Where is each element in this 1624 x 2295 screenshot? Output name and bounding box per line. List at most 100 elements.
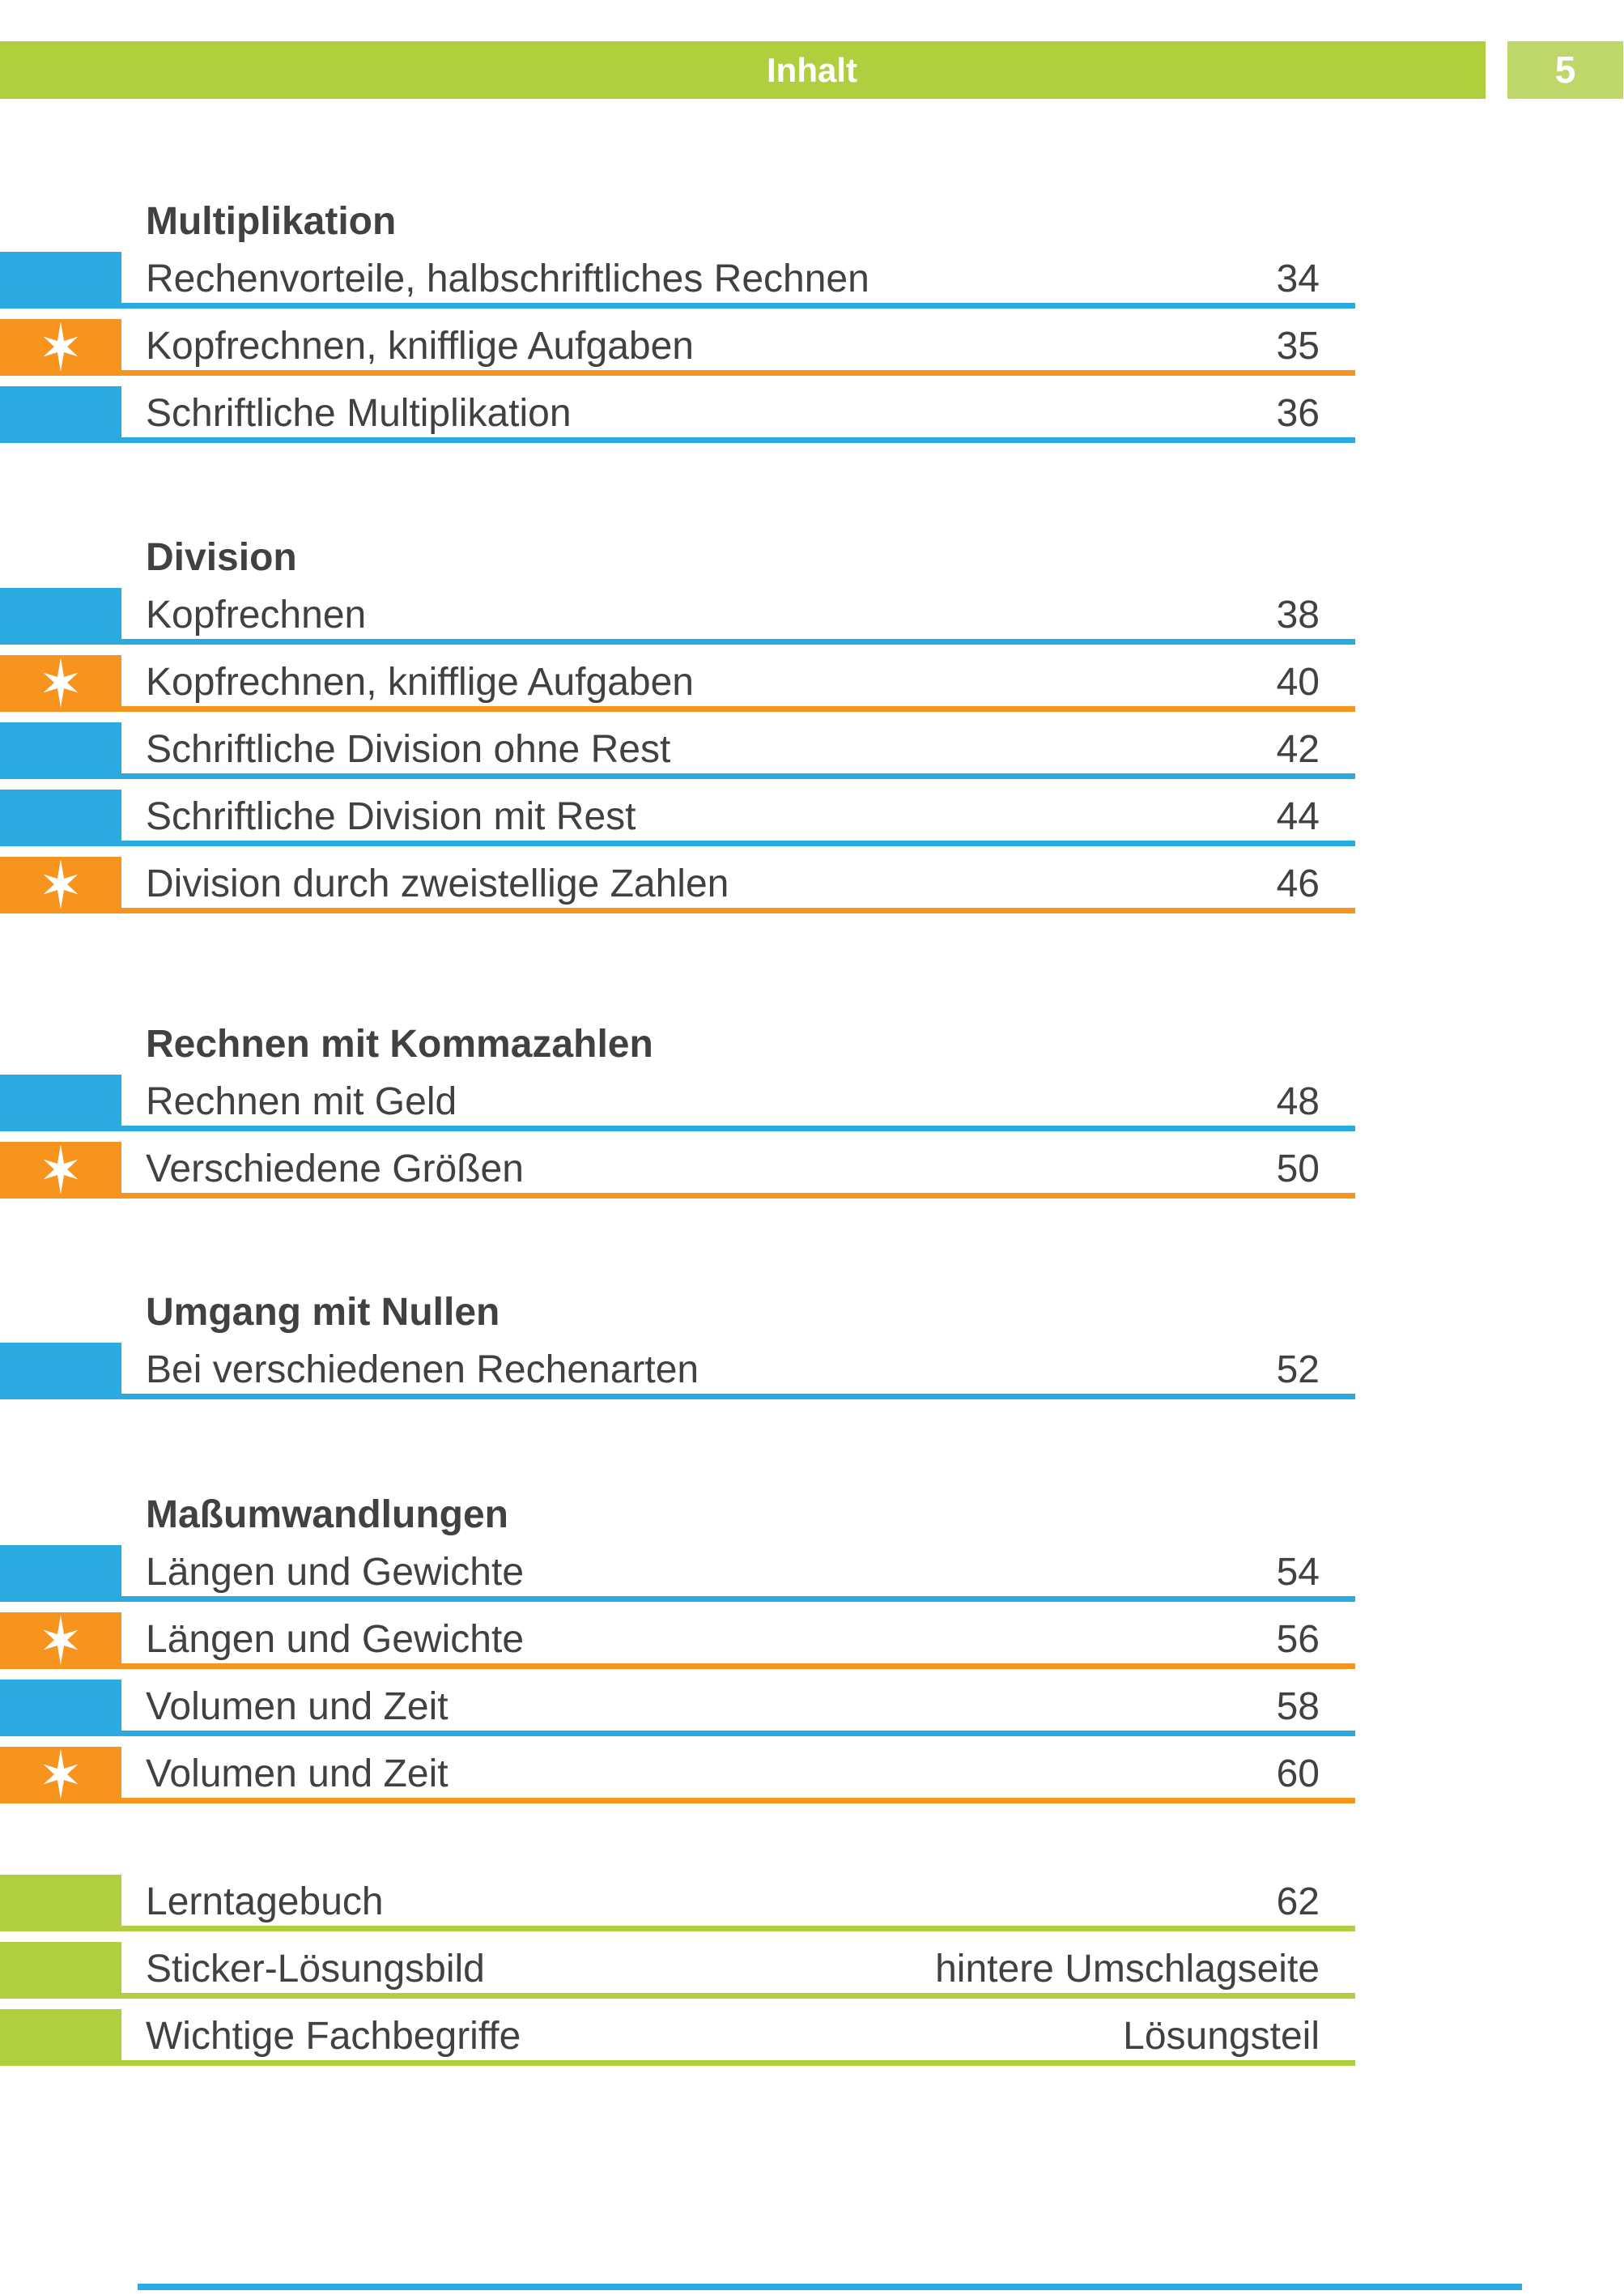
row-underline xyxy=(0,841,1355,846)
row-title: Längen und Gewichte xyxy=(146,1618,525,1661)
toc-row: Schriftliche Division mit Rest 44 xyxy=(0,790,1355,846)
row-page-number: 50 xyxy=(1276,1148,1320,1190)
row-underline xyxy=(0,370,1355,376)
toc-row: Längen und Gewichte 56 xyxy=(0,1612,1355,1669)
row-underline xyxy=(0,1596,1355,1602)
row-underline xyxy=(0,1193,1355,1199)
row-title: Volumen und Zeit xyxy=(146,1752,449,1795)
section-heading-kommazahlen: Rechnen mit Kommazahlen xyxy=(146,1023,653,1066)
star-icon xyxy=(43,1749,79,1799)
row-page-number: 48 xyxy=(1276,1080,1320,1123)
section-heading-division: Division xyxy=(146,536,297,579)
row-title: Kopfrechnen xyxy=(146,594,367,637)
row-title: Kopfrechnen, knifflige Aufgaben xyxy=(146,661,694,704)
star-icon xyxy=(43,1615,79,1665)
star-icon xyxy=(43,321,79,372)
row-page-reference: hintere Umschlagseite xyxy=(935,1948,1320,1991)
row-tab xyxy=(0,319,121,374)
row-tab xyxy=(0,857,121,912)
page-number-badge: 5 xyxy=(1507,41,1623,99)
row-underline xyxy=(0,1126,1355,1131)
toc-row: Bei verschiedenen Rechenarten 52 xyxy=(0,1343,1355,1399)
row-title: Kopfrechnen, knifflige Aufgaben xyxy=(146,325,694,368)
row-underline xyxy=(0,1993,1355,1999)
row-underline xyxy=(0,1663,1355,1669)
row-tab xyxy=(0,386,121,441)
row-page-number: 44 xyxy=(1276,795,1320,838)
row-tab xyxy=(0,722,121,777)
row-title: Schriftliche Multiplikation xyxy=(146,392,572,435)
toc-row: Verschiedene Größen 50 xyxy=(0,1142,1355,1199)
toc-row: Kopfrechnen 38 xyxy=(0,588,1355,645)
toc-row: Schriftliche Multiplikation 36 xyxy=(0,386,1355,443)
toc-row: Division durch zweistellige Zahlen 46 xyxy=(0,857,1355,913)
row-page-number: 58 xyxy=(1276,1685,1320,1728)
row-page-number: 56 xyxy=(1276,1618,1320,1661)
row-title: Schriftliche Division ohne Rest xyxy=(146,728,671,771)
row-page-number: 40 xyxy=(1276,661,1320,704)
star-icon xyxy=(43,658,79,708)
toc-row: Kopfrechnen, knifflige Aufgaben 35 xyxy=(0,319,1355,376)
row-title: Bei verschiedenen Rechenarten xyxy=(146,1348,699,1391)
row-underline xyxy=(0,908,1355,913)
toc-row: Schriftliche Division ohne Rest 42 xyxy=(0,722,1355,779)
section-heading-massumwandlungen: Maßumwandlungen xyxy=(146,1493,508,1536)
row-underline xyxy=(0,1926,1355,1931)
row-tab xyxy=(0,1343,121,1398)
row-underline xyxy=(0,773,1355,779)
row-page-number: 42 xyxy=(1276,728,1320,771)
row-page-number: 38 xyxy=(1276,594,1320,637)
row-page-number: 60 xyxy=(1276,1752,1320,1795)
row-tab xyxy=(0,588,121,643)
row-title: Sticker-Lösungsbild xyxy=(146,1948,485,1991)
section-heading-nullen: Umgang mit Nullen xyxy=(146,1291,500,1334)
row-page-number: 36 xyxy=(1276,392,1320,435)
row-tab xyxy=(0,1545,121,1600)
row-page-number: 46 xyxy=(1276,862,1320,905)
row-title: Rechenvorteile, halbschriftliches Rechne… xyxy=(146,258,869,300)
header-bar xyxy=(0,41,1486,99)
row-title: Längen und Gewichte xyxy=(146,1551,525,1594)
row-title: Volumen und Zeit xyxy=(146,1685,449,1728)
row-tab xyxy=(0,790,121,845)
row-tab xyxy=(0,1747,121,1802)
row-underline xyxy=(0,1394,1355,1399)
row-page-number: 62 xyxy=(1276,1880,1320,1923)
row-underline xyxy=(0,1798,1355,1803)
row-tab xyxy=(0,655,121,710)
row-underline xyxy=(0,303,1355,309)
row-tab xyxy=(0,1075,121,1130)
toc-row: Volumen und Zeit 58 xyxy=(0,1680,1355,1736)
row-underline xyxy=(0,437,1355,443)
toc-row: Rechnen mit Geld 48 xyxy=(0,1075,1355,1131)
row-tab xyxy=(0,252,121,307)
toc-row: Längen und Gewichte 54 xyxy=(0,1545,1355,1602)
row-page-number: 34 xyxy=(1276,258,1320,300)
row-title: Schriftliche Division mit Rest xyxy=(146,795,636,838)
toc-row: Volumen und Zeit 60 xyxy=(0,1747,1355,1803)
toc-row: Rechenvorteile, halbschriftliches Rechne… xyxy=(0,252,1355,309)
row-tab xyxy=(0,1142,121,1197)
toc-row: Lerntagebuch 62 xyxy=(0,1875,1355,1931)
section-heading-multiplikation: Multiplikation xyxy=(146,200,397,243)
row-underline xyxy=(0,1731,1355,1736)
row-title: Verschiedene Größen xyxy=(146,1148,524,1190)
toc-row: Kopfrechnen, knifflige Aufgaben 40 xyxy=(0,655,1355,712)
row-underline xyxy=(0,639,1355,645)
star-icon xyxy=(43,859,79,909)
toc-row: Wichtige Fachbegriffe Lösungsteil xyxy=(0,2009,1355,2066)
row-tab xyxy=(0,2009,121,2064)
row-title: Division durch zweistellige Zahlen xyxy=(146,862,729,905)
row-title: Wichtige Fachbegriffe xyxy=(146,2015,521,2058)
row-tab xyxy=(0,1875,121,1930)
bottom-rule xyxy=(138,2284,1522,2290)
row-page-reference: Lösungsteil xyxy=(1123,2015,1320,2058)
row-tab xyxy=(0,1612,121,1667)
toc-row: Sticker-Lösungsbild hintere Umschlagseit… xyxy=(0,1942,1355,1999)
row-page-number: 35 xyxy=(1276,325,1320,368)
row-tab xyxy=(0,1680,121,1735)
row-tab xyxy=(0,1942,121,1997)
row-underline xyxy=(0,2060,1355,2066)
page-title: Inhalt xyxy=(767,51,857,89)
